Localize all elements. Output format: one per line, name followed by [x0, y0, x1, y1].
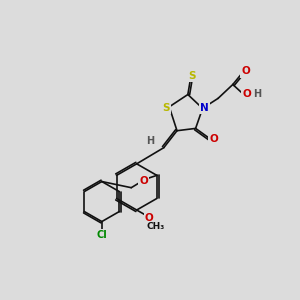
Text: O: O	[209, 134, 218, 144]
Text: CH₃: CH₃	[147, 223, 165, 232]
Text: O: O	[139, 176, 148, 186]
Text: Cl: Cl	[96, 230, 107, 240]
Text: H: H	[146, 136, 154, 146]
Text: H: H	[253, 89, 261, 99]
Text: S: S	[162, 103, 170, 112]
Text: O: O	[242, 89, 251, 99]
Text: O: O	[145, 213, 154, 223]
Text: N: N	[200, 103, 208, 112]
Text: S: S	[188, 71, 196, 81]
Text: O: O	[242, 66, 250, 76]
